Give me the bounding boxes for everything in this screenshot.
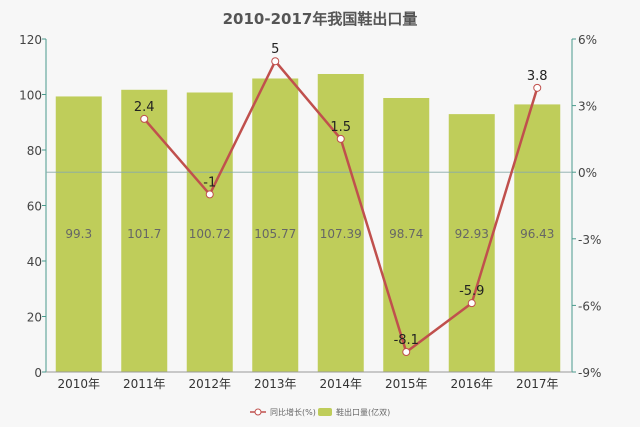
x-tick-label: 2017年 — [516, 377, 559, 391]
left-tick-label: 20 — [27, 311, 42, 325]
x-tick-label: 2010年 — [57, 377, 100, 391]
bar — [448, 114, 495, 372]
bar-label: 92.93 — [455, 227, 489, 241]
bar — [383, 97, 430, 373]
x-tick-label: 2013年 — [254, 377, 297, 391]
bar-label: 105.77 — [254, 227, 296, 241]
legend-line-marker — [254, 408, 262, 416]
bar-label: 107.39 — [320, 227, 362, 241]
growth-label: -1 — [203, 175, 216, 190]
right-tick-label: -9% — [578, 366, 601, 380]
right-tick-label: 6% — [578, 33, 597, 47]
growth-point — [271, 57, 280, 66]
legend-growth-label: 同比增长(%) — [270, 407, 316, 417]
bar-label: 96.43 — [520, 227, 554, 241]
growth-point — [205, 190, 214, 199]
x-tick-label: 2012年 — [188, 377, 231, 391]
growth-label: 2.4 — [134, 100, 155, 115]
right-tick-label: 3% — [578, 100, 597, 114]
growth-point — [533, 83, 542, 92]
x-tick-label: 2014年 — [319, 377, 362, 391]
right-tick-label: -6% — [578, 299, 601, 313]
left-tick-label: 80 — [27, 144, 42, 158]
growth-label: 1.5 — [330, 120, 351, 135]
bar — [55, 96, 102, 372]
left-tick-label: 120 — [19, 33, 42, 47]
growth-point — [336, 134, 345, 143]
left-tick-label: 0 — [34, 366, 42, 380]
growth-label: -5.9 — [459, 284, 484, 299]
bar — [252, 78, 299, 372]
bar — [186, 92, 233, 372]
growth-label: 3.8 — [527, 69, 548, 84]
bar — [514, 104, 561, 373]
left-tick-label: 100 — [19, 89, 42, 103]
left-tick-label: 40 — [27, 255, 42, 269]
bar-label: 98.74 — [389, 227, 423, 241]
bar-label: 101.7 — [127, 227, 161, 241]
legend-bar-icon — [318, 408, 332, 416]
bar-label: 100.72 — [189, 227, 231, 241]
growth-point — [140, 114, 149, 123]
growth-point — [467, 299, 476, 308]
growth-point — [402, 348, 411, 357]
left-tick-label: 60 — [27, 200, 42, 214]
bar-label: 99.3 — [65, 227, 92, 241]
right-tick-label: -3% — [578, 233, 601, 247]
right-tick-label: 0% — [578, 166, 597, 180]
x-tick-label: 2011年 — [123, 377, 166, 391]
x-tick-label: 2016年 — [450, 377, 493, 391]
growth-label: -8.1 — [394, 333, 419, 348]
x-tick-label: 2015年 — [385, 377, 428, 391]
legend-bar-label: 鞋出口量(亿双) — [336, 407, 390, 417]
bar — [317, 73, 364, 373]
chart-title: 2010-2017年我国鞋出口量 — [223, 10, 418, 28]
growth-label: 5 — [271, 42, 279, 57]
